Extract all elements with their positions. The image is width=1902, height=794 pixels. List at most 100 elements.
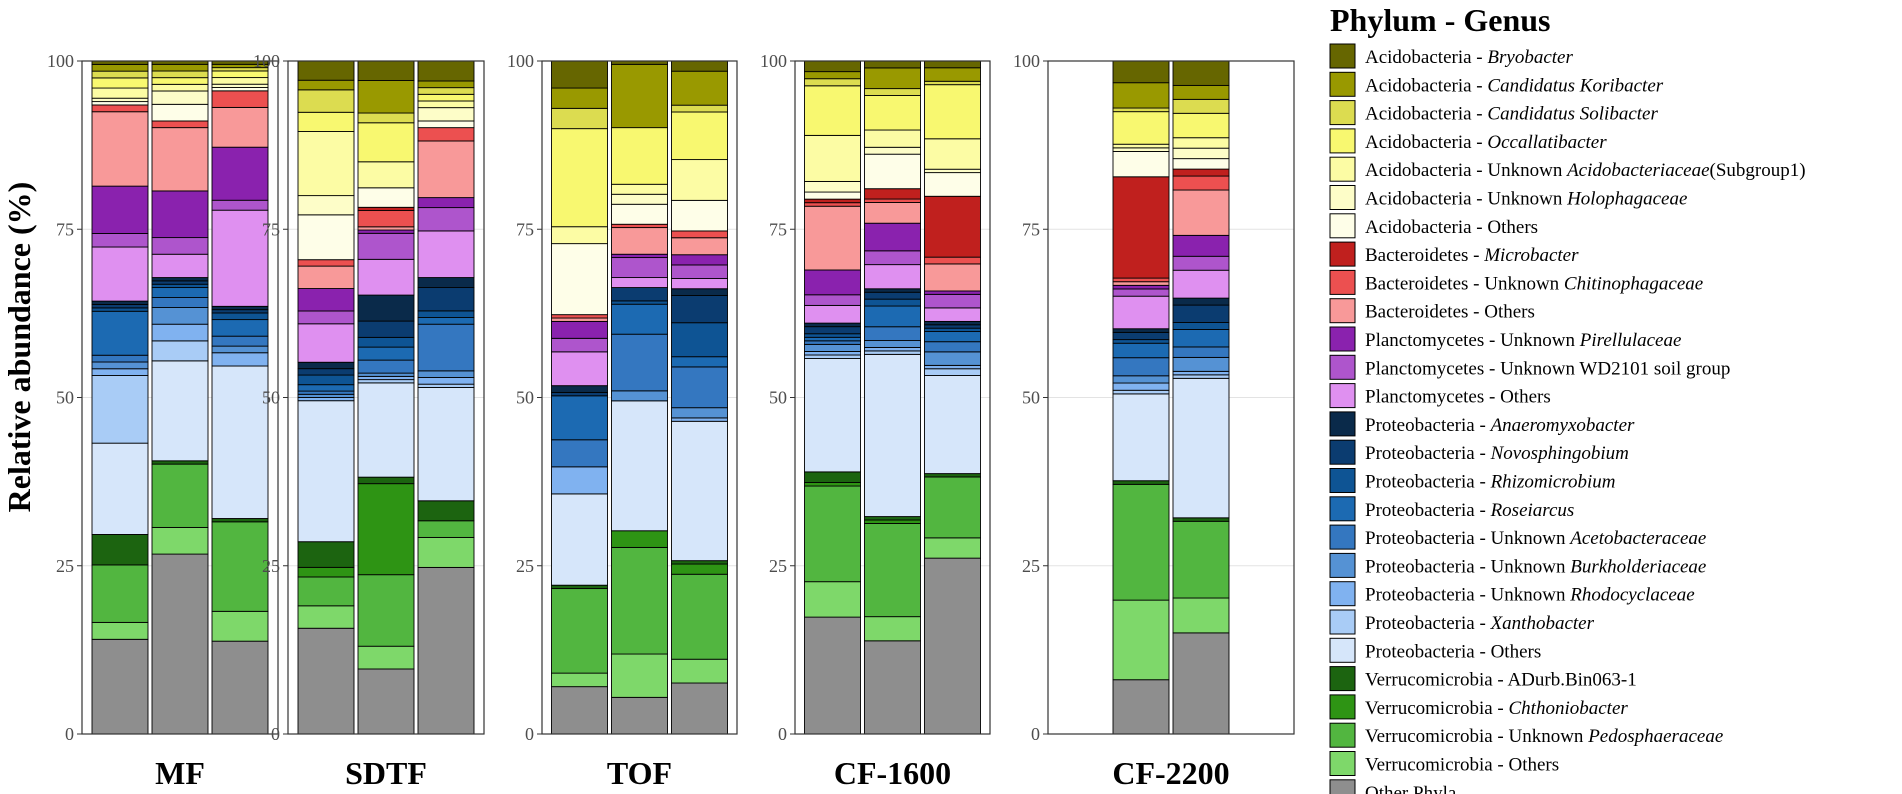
bar-segment (151, 63, 209, 72)
bar-segment (551, 87, 608, 109)
bar-cf-1600-3 (924, 60, 981, 735)
bar-segment (924, 256, 981, 265)
bar-segment (1172, 297, 1230, 306)
legend-item: Proteobacteria - Xanthobacter (1329, 609, 1595, 635)
bar-segment (804, 616, 861, 735)
legend-swatch (1329, 581, 1356, 607)
bar-segment (91, 101, 149, 106)
y-tick-label: 50 (56, 388, 74, 408)
bar-segment (804, 71, 861, 80)
bar-segment (1112, 480, 1170, 485)
bar-segment (151, 83, 209, 92)
legend-label: Proteobacteria - Unknown Acetobacteracea… (1365, 528, 1706, 549)
bar-segment (151, 277, 209, 282)
bar-segment (864, 519, 921, 524)
bar-segment (297, 541, 355, 568)
bar-segment (357, 476, 415, 485)
bar-segment (804, 326, 861, 335)
legend-label: Other Phyla (1365, 783, 1457, 794)
bar-segment (1172, 189, 1230, 236)
bar-cf-2200-2 (1172, 60, 1230, 735)
bar-segment (417, 566, 475, 735)
panel-border (541, 60, 738, 735)
bar-segment (671, 420, 728, 562)
legend-item: Verrucomicrobia - Unknown Pedosphaeracea… (1329, 722, 1723, 748)
bar-segment (551, 385, 608, 393)
bar-segment (211, 106, 269, 148)
bar-segment (924, 67, 981, 82)
bar-segment (671, 60, 728, 72)
bar-segment (611, 277, 668, 289)
legend-swatch (1329, 185, 1356, 210)
legend-swatch (1329, 722, 1356, 748)
bar-segment (417, 317, 475, 325)
bar-segment (611, 546, 668, 655)
panel-tof: 0 25 50 75 100 TOF (507, 51, 738, 791)
bar-segment (611, 303, 668, 335)
panel-mf: 0 25 50 75 100 MF (47, 51, 279, 791)
bar-segment (211, 209, 269, 307)
legend-label: Proteobacteria - Others (1365, 641, 1541, 662)
bar-segment (417, 370, 475, 378)
legend-swatch (1329, 213, 1356, 239)
legend-swatch (1329, 326, 1356, 352)
legend-item: Proteobacteria - Anaeromyxobacter (1329, 411, 1635, 437)
y-tick-label: 50 (769, 388, 787, 408)
bar-segment (211, 87, 269, 92)
bar-segment (417, 197, 475, 209)
bar-segment (417, 107, 475, 122)
bar-segment (1112, 331, 1170, 341)
bar-segment (151, 237, 209, 255)
y-tick-label: 100 (253, 51, 280, 71)
bar-segment (924, 351, 981, 366)
bar-segment (551, 466, 608, 495)
panel-border (287, 60, 485, 735)
legend-item: Acidobacteria - Unknown Holophagaceae (1329, 185, 1687, 210)
bar-segment (1112, 151, 1170, 178)
bar-segment (151, 77, 209, 85)
legend-item: Planctomycetes - Others (1329, 383, 1551, 409)
legend-label: Verrucomicrobia - Chthoniobacter (1365, 698, 1628, 719)
legend-item: Planctomycetes - Unknown WD2101 soil gro… (1329, 354, 1730, 380)
bar-segment (671, 563, 728, 575)
bar-segment (864, 291, 921, 300)
bar-segment (417, 377, 475, 385)
bar-segment (611, 287, 668, 302)
legend-label: Acidobacteria - Candidatus Solibacter (1365, 104, 1658, 125)
legend-label: Bacteroidetes - Others (1365, 302, 1535, 323)
bar-segment (211, 640, 269, 735)
bar-segment (804, 322, 861, 328)
bar-segment (611, 300, 668, 305)
legend-label: Verrucomicrobia - ADurb.Bin063-1 (1365, 670, 1637, 691)
legend-label: Bacteroidetes - Microbacter (1365, 245, 1579, 266)
bar-segment (417, 120, 475, 129)
bar-segment (611, 400, 668, 532)
bar-segment (211, 521, 269, 612)
bar-segment (151, 360, 209, 462)
bar-segment (611, 530, 668, 548)
bar-segment (551, 314, 608, 319)
bar-segment (864, 222, 921, 252)
plot-area: 0255075100MF0255075100SDTF0255075100TOF0… (47, 51, 1295, 791)
bar-segment (551, 320, 608, 339)
bar-segment (1172, 269, 1230, 299)
bar-segment (357, 379, 415, 384)
bar-segment (864, 350, 921, 355)
legend-swatch (1329, 241, 1356, 267)
bar-segment (804, 191, 861, 200)
bar-segment (671, 356, 728, 368)
legend-swatch (1329, 496, 1356, 522)
bar-segment (804, 354, 861, 359)
bar-segment (924, 375, 981, 475)
bar-segment (1112, 176, 1170, 279)
bar-segment (91, 564, 149, 623)
bar-segment (357, 229, 415, 234)
bar-segment (671, 237, 728, 256)
bar-segment (804, 180, 861, 193)
bar-segment (611, 203, 668, 225)
bar-segment (924, 341, 981, 353)
y-tick-label: 100 (760, 51, 787, 71)
bar-segment (417, 80, 475, 89)
bar-mf-3 (211, 60, 269, 735)
bar-segment (297, 393, 355, 398)
